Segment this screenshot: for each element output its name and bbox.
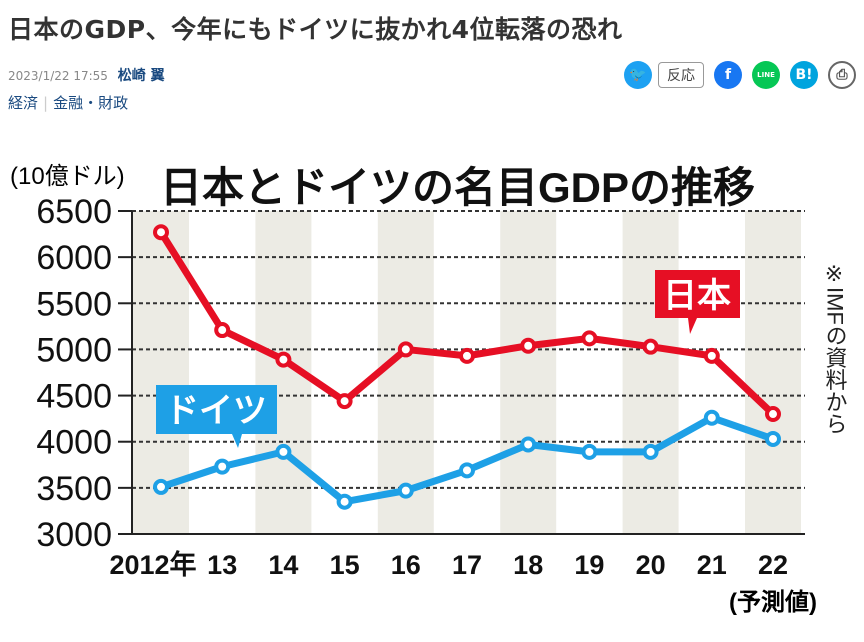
source-note: ※IMFの資料から <box>823 262 848 435</box>
x-tick-label: 19 <box>574 550 604 580</box>
data-point <box>153 478 169 495</box>
category-breadcrumb: 経済 | 金融・財政 <box>8 92 128 113</box>
x-tick-label: 16 <box>391 550 421 580</box>
data-point <box>703 409 720 426</box>
data-point <box>520 337 537 354</box>
data-point <box>214 322 231 339</box>
data-point <box>459 347 475 364</box>
y-tick-label: 3500 <box>36 470 112 508</box>
background-band <box>745 211 801 534</box>
data-point <box>397 482 414 499</box>
background-band <box>622 211 679 534</box>
article-meta: 2023/1/22 17:55 松崎 翼 <box>8 65 165 85</box>
y-tick-label: 4500 <box>36 378 112 416</box>
data-point <box>642 338 659 355</box>
data-point <box>703 347 720 364</box>
share-bar: 🐦 反応 f LINE B! ⎙ <box>624 61 856 89</box>
forecast-label: (予測値) <box>729 588 817 616</box>
x-tick-label: 13 <box>207 550 237 580</box>
hatena-bookmark-icon[interactable]: B! <box>790 61 818 89</box>
y-tick-label: 5000 <box>36 331 112 369</box>
background-band <box>500 211 557 534</box>
x-tick-label: 18 <box>513 550 543 580</box>
category-economy[interactable]: 経済 <box>8 94 39 112</box>
data-point <box>581 330 598 347</box>
data-point <box>581 443 598 460</box>
data-point <box>520 436 537 453</box>
line-icon[interactable]: LINE <box>752 61 780 89</box>
twitter-icon[interactable]: 🐦 <box>624 61 652 89</box>
chart-title: 日本とドイツの名目GDPの推移 <box>160 164 755 211</box>
y-tick-label: 4000 <box>36 424 112 462</box>
x-tick-label: 15 <box>330 550 360 580</box>
background-band <box>377 211 434 534</box>
germany-series-label: ドイツ <box>165 392 267 430</box>
data-point <box>153 224 169 241</box>
data-point <box>765 430 781 447</box>
data-point <box>214 458 231 475</box>
data-point <box>275 443 292 460</box>
article-author[interactable]: 松崎 翼 <box>117 68 165 84</box>
germany-callout-box <box>156 385 277 448</box>
data-point <box>275 351 292 368</box>
data-point <box>642 443 659 460</box>
article-title: 日本のGDP、今年にもドイツに抜かれ4位転落の恐れ <box>8 15 623 44</box>
data-point <box>397 341 414 358</box>
data-point <box>459 462 475 479</box>
category-finance[interactable]: 金融・財政 <box>53 94 129 112</box>
article-datetime: 2023/1/22 17:55 <box>8 69 108 83</box>
y-tick-label: 6500 <box>36 193 112 231</box>
facebook-icon[interactable]: f <box>714 61 742 89</box>
reaction-button[interactable]: 反応 <box>658 62 704 88</box>
y-tick-label: 5500 <box>36 285 112 323</box>
gdp-chart: (10億ドル) 日本とドイツの名目GDPの推移 3000 3500 4000 4500… <box>10 163 848 616</box>
print-icon[interactable]: ⎙ <box>828 61 856 89</box>
x-tick-label: 22 <box>758 550 788 580</box>
data-point <box>336 393 353 410</box>
divider: | <box>43 94 49 112</box>
y-tick-label: 6000 <box>36 239 112 277</box>
x-tick-label: 21 <box>697 550 727 580</box>
y-tick-label: 3000 <box>36 516 112 554</box>
japan-series-label: 日本 <box>663 277 731 315</box>
japan-callout-box <box>655 270 740 334</box>
x-tick-label: 2012年 <box>109 549 196 580</box>
data-point <box>336 493 353 510</box>
y-unit-label: (10億ドル) <box>10 163 125 190</box>
x-tick-label: 17 <box>452 550 482 580</box>
x-tick-label: 20 <box>636 550 666 580</box>
x-tick-label: 14 <box>268 550 298 580</box>
data-point <box>765 406 781 423</box>
